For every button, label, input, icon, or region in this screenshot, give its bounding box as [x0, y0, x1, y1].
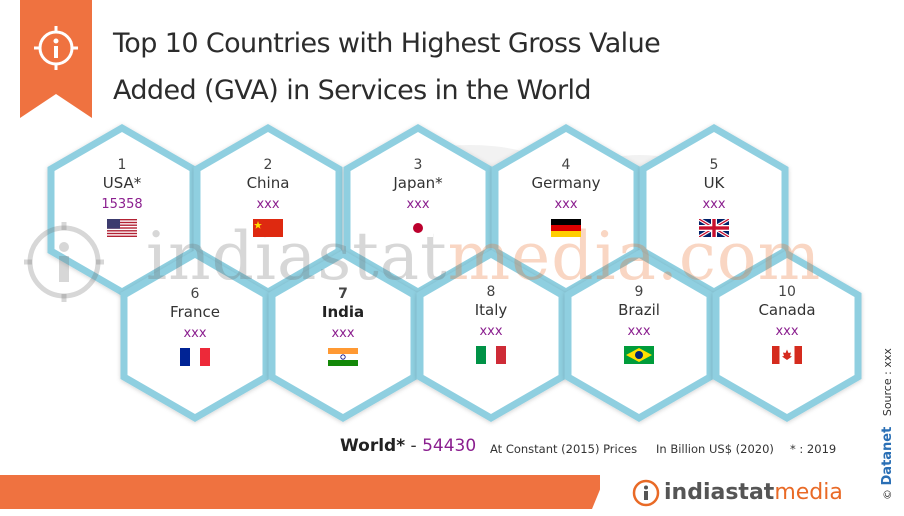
country-cell-1: 1 USA* 15358 — [62, 156, 182, 237]
rank-label: 3 — [413, 157, 423, 173]
hexagon-6 — [120, 249, 270, 423]
country-cell-9: 9 Brazil xxx — [579, 283, 699, 364]
country-name: Japan* — [393, 174, 443, 192]
indiastat-logo-icon — [632, 479, 660, 507]
source-label: Source : xxx — [881, 348, 894, 417]
unit-note: In Billion US$ (2020) — [656, 442, 774, 456]
country-name: Italy — [474, 301, 508, 319]
world-value: 54430 — [422, 436, 477, 456]
rank-label: 5 — [709, 157, 719, 173]
country-cell-7: 7 India xxx — [283, 285, 403, 366]
side-credit: © Datanet Source : xxx — [880, 348, 895, 500]
footer-logo-box — [592, 475, 892, 509]
country-value: xxx — [256, 197, 280, 212]
world-dash: - — [405, 436, 423, 456]
country-cell-8: 8 Italy xxx — [431, 283, 551, 364]
country-cell-3: 3 Japan* xxx — [358, 156, 478, 237]
country-value: xxx — [479, 324, 503, 339]
country-name: China — [246, 174, 290, 192]
logo-part-1: indiastat — [664, 480, 775, 505]
country-cell-6: 6 France xxx — [135, 285, 255, 366]
rank-label: 7 — [338, 286, 348, 302]
country-value: xxx — [331, 326, 355, 341]
hexagon-1 — [47, 123, 197, 297]
india-flag-icon — [328, 348, 358, 366]
hexagon-5 — [639, 123, 789, 297]
hexagon-4 — [491, 123, 641, 297]
uk-flag-icon — [699, 219, 729, 237]
country-value: xxx — [775, 324, 799, 339]
country-cell-5: 5 UK xxx — [654, 156, 774, 237]
rank-label: 10 — [778, 284, 796, 300]
rank-label: 2 — [263, 157, 273, 173]
italy-flag-icon — [476, 346, 506, 364]
year-note: * : 2019 — [790, 442, 837, 456]
prices-note: At Constant (2015) Prices — [490, 442, 638, 456]
world-total-row: World* - 54430 At Constant (2015) Prices… — [340, 436, 836, 456]
rank-label: 9 — [634, 284, 644, 300]
footer-logo-text: indiastatmedia — [664, 479, 843, 507]
country-cell-10: 10 Canada xxx — [727, 283, 847, 364]
datanet-label: Datanet — [880, 426, 895, 486]
country-value: xxx — [554, 197, 578, 212]
country-value: xxx — [627, 324, 651, 339]
country-value: 15358 — [101, 197, 143, 212]
usa-flag-icon — [107, 219, 137, 237]
france-flag-icon — [180, 348, 210, 366]
watermark-part-2: media.com — [447, 218, 822, 295]
country-name: Canada — [758, 301, 816, 319]
world-label: World* — [340, 436, 406, 456]
rank-label: 1 — [117, 157, 127, 173]
logo-part-2: media — [774, 480, 843, 505]
indiastat-logo-icon — [24, 222, 104, 302]
info-bookmark — [20, 0, 92, 122]
hexagon-8 — [416, 249, 566, 423]
hexagon-2 — [193, 123, 343, 297]
japan-flag-icon — [403, 219, 433, 237]
info-icon — [34, 26, 78, 70]
china-flag-icon — [253, 219, 283, 237]
country-value: xxx — [406, 197, 430, 212]
country-name: India — [321, 303, 365, 321]
rank-label: 6 — [190, 286, 200, 302]
germany-flag-icon — [551, 219, 581, 237]
brazil-flag-icon — [624, 346, 654, 364]
rank-label: 4 — [561, 157, 571, 173]
country-value: xxx — [183, 326, 207, 341]
watermark-part-1: indiastat — [146, 218, 448, 295]
country-cell-2: 2 China xxx — [208, 156, 328, 237]
title-line-1: Top 10 Countries with Highest Gross Valu… — [113, 28, 661, 59]
footer-bar — [0, 475, 600, 509]
hexagon-3 — [343, 123, 493, 297]
canada-flag-icon — [772, 346, 802, 364]
title-line-2: Added (GVA) in Services in the World — [113, 75, 591, 106]
country-value: xxx — [702, 197, 726, 212]
country-name: Brazil — [618, 301, 660, 319]
page-title: Top 10 Countries with Highest Gross Valu… — [113, 20, 753, 114]
country-name: France — [170, 303, 220, 321]
hexagon-10 — [712, 249, 862, 423]
country-name: USA* — [102, 174, 142, 192]
hexagon-7 — [268, 249, 418, 423]
country-cell-4: 4 Germany xxx — [506, 156, 626, 237]
hexagon-9 — [564, 249, 714, 423]
copyright-symbol: © — [881, 489, 894, 500]
rank-label: 8 — [486, 284, 496, 300]
country-name: UK — [703, 174, 725, 192]
country-name: Germany — [531, 174, 601, 192]
